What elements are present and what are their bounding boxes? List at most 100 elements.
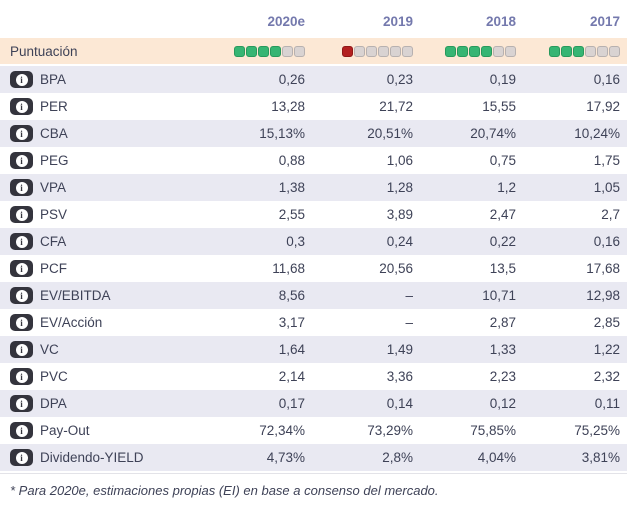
metric-value: 0,11 — [594, 396, 620, 411]
metric-value: 0,75 — [489, 153, 516, 168]
metric-value: 0,22 — [489, 234, 516, 249]
table-row-vpa: i VPA 1,38 1,28 1,2 1,05 — [0, 174, 627, 201]
metric-label: PVC — [40, 369, 68, 384]
rating-square-filled — [234, 46, 245, 58]
metric-value: 13,5 — [489, 261, 516, 276]
metric-label: EV/EBITDA — [40, 288, 111, 303]
metric-value: 0,19 — [489, 72, 516, 87]
info-icon[interactable]: i — [10, 71, 33, 88]
info-icon-glyph: i — [15, 451, 28, 464]
metric-value: 1,28 — [386, 180, 413, 195]
rating-square-empty — [378, 46, 389, 58]
rating-square-filled — [342, 46, 353, 58]
metric-label: PEG — [40, 153, 69, 168]
metric-value: 2,55 — [278, 207, 305, 222]
metric-value: 73,29% — [367, 423, 413, 438]
info-icon[interactable]: i — [10, 206, 33, 223]
footnote: * Para 2020e, estimaciones propias (EI) … — [0, 473, 627, 510]
metric-value: 75,25% — [574, 423, 620, 438]
metric-value: 2,32 — [593, 369, 620, 384]
metric-value: 1,33 — [489, 342, 516, 357]
table-row-pcf: i PCF 11,68 20,56 13,5 17,68 — [0, 255, 627, 282]
metric-value: 15,13% — [259, 126, 305, 141]
info-icon-glyph: i — [15, 154, 28, 167]
info-icon-glyph: i — [15, 343, 28, 356]
info-icon[interactable]: i — [10, 449, 33, 466]
table-row-peg: i PEG 0,88 1,06 0,75 1,75 — [0, 147, 627, 174]
info-icon-glyph: i — [15, 289, 28, 302]
rating-square-filled — [457, 46, 468, 58]
column-header-2020e: 2020e — [267, 13, 305, 29]
metric-value: 20,56 — [379, 261, 413, 276]
rating-square-empty — [354, 46, 365, 58]
table-row-pvc: i PVC 2,14 3,36 2,23 2,32 — [0, 363, 627, 390]
metric-value: 0,17 — [278, 396, 305, 411]
metric-value: 2,85 — [593, 315, 620, 330]
info-icon[interactable]: i — [10, 287, 33, 304]
column-header-2017: 2017 — [589, 13, 620, 29]
table-header-row: 2020e 2019 2018 2017 — [0, 6, 627, 36]
metric-value: 0,23 — [386, 72, 413, 87]
rating-square-empty — [366, 46, 377, 58]
table-row-bpa: i BPA 0,26 0,23 0,19 0,16 — [0, 66, 627, 93]
rating-square-filled — [270, 46, 281, 58]
metric-value: 1,06 — [386, 153, 413, 168]
rating-square-filled — [481, 46, 492, 58]
table-row-ev-ebitda: i EV/EBITDA 8,56 – 10,71 12,98 — [0, 282, 627, 309]
rating-square-filled — [246, 46, 257, 58]
info-icon[interactable]: i — [10, 260, 33, 277]
rating-2020e — [234, 46, 305, 58]
metric-value: 0,12 — [489, 396, 516, 411]
metric-value: 1,22 — [593, 342, 620, 357]
info-icon-glyph: i — [15, 370, 28, 383]
metric-label: EV/Acción — [40, 315, 103, 330]
rating-square-empty — [282, 46, 293, 58]
rating-square-empty — [505, 46, 516, 58]
column-header-2018: 2018 — [485, 13, 516, 29]
rating-square-empty — [294, 46, 305, 58]
rating-square-empty — [585, 46, 596, 58]
metric-label: BPA — [40, 72, 67, 87]
column-header-2019: 2019 — [382, 13, 413, 29]
metric-label: VPA — [40, 180, 67, 195]
metric-label: VC — [40, 342, 59, 357]
info-icon[interactable]: i — [10, 233, 33, 250]
table-row-dividendo-yield: i Dividendo-YIELD 4,73% 2,8% 4,04% 3,81% — [0, 444, 627, 471]
metric-label: PSV — [40, 207, 68, 222]
info-icon[interactable]: i — [10, 341, 33, 358]
metric-value: 12,98 — [586, 288, 620, 303]
rating-square-empty — [597, 46, 608, 58]
info-icon[interactable]: i — [10, 152, 33, 169]
metric-label: Dividendo-YIELD — [40, 450, 144, 465]
info-icon-glyph: i — [15, 424, 28, 437]
table-row-pay-out: i Pay-Out 72,34% 73,29% 75,85% 75,25% — [0, 417, 627, 444]
metric-label: PCF — [40, 261, 67, 276]
metric-value: 3,36 — [386, 369, 413, 384]
info-icon[interactable]: i — [10, 314, 33, 331]
info-icon[interactable]: i — [10, 179, 33, 196]
info-icon[interactable]: i — [10, 422, 33, 439]
metric-value: 2,87 — [489, 315, 516, 330]
info-icon[interactable]: i — [10, 368, 33, 385]
metric-value: 0,88 — [278, 153, 305, 168]
metric-label: DPA — [40, 396, 67, 411]
info-icon[interactable]: i — [10, 125, 33, 142]
table-row-cba: i CBA 15,13% 20,51% 20,74% 10,24% — [0, 120, 627, 147]
metric-value: 17,92 — [586, 99, 620, 114]
metric-value: 1,05 — [593, 180, 620, 195]
metric-value: 0,16 — [593, 234, 620, 249]
info-icon[interactable]: i — [10, 98, 33, 115]
metric-label: CFA — [40, 234, 67, 249]
metric-value: 2,47 — [489, 207, 516, 222]
info-icon[interactable]: i — [10, 395, 33, 412]
table-row-cfa: i CFA 0,3 0,24 0,22 0,16 — [0, 228, 627, 255]
metric-value: 4,04% — [477, 450, 516, 465]
info-icon-glyph: i — [15, 316, 28, 329]
info-icon-glyph: i — [15, 235, 28, 248]
metric-value: 20,51% — [367, 126, 413, 141]
rating-square-filled — [469, 46, 480, 58]
score-row-label: Puntuación — [10, 43, 78, 59]
table-row-psv: i PSV 2,55 3,89 2,47 2,7 — [0, 201, 627, 228]
rating-square-filled — [445, 46, 456, 58]
